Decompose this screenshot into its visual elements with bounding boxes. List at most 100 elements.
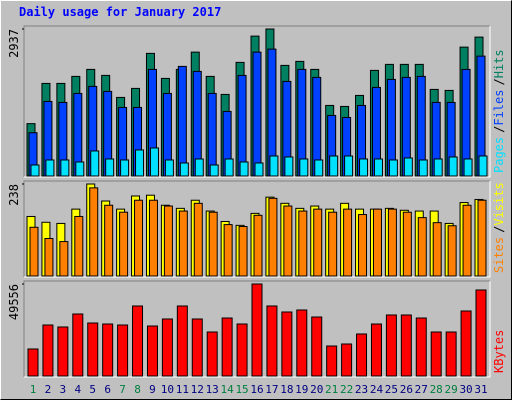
legend-entry: Files bbox=[492, 90, 506, 126]
bar bbox=[385, 314, 397, 377]
x-tick-label: 13 bbox=[206, 383, 219, 396]
bar bbox=[445, 331, 457, 377]
bar bbox=[134, 199, 144, 277]
bar bbox=[206, 331, 218, 377]
bar bbox=[45, 159, 55, 177]
bar bbox=[57, 326, 69, 377]
bar bbox=[236, 323, 248, 377]
bar bbox=[120, 159, 130, 177]
x-tick-label: 5 bbox=[89, 383, 96, 396]
panel-bevel bbox=[23, 180, 490, 277]
legend-separator: / bbox=[492, 126, 506, 133]
bar bbox=[268, 197, 278, 277]
x-tick-label: 8 bbox=[134, 383, 141, 396]
bar bbox=[415, 317, 427, 377]
x-tick-label: 31 bbox=[474, 383, 487, 396]
legend-separator: / bbox=[492, 226, 506, 233]
bar bbox=[74, 215, 84, 277]
bar bbox=[344, 155, 354, 177]
legend-entry: Visits bbox=[492, 182, 506, 225]
bar bbox=[402, 211, 412, 277]
x-tick-label: 20 bbox=[310, 383, 323, 396]
x-tick-label: 23 bbox=[355, 383, 368, 396]
legend-entry: Pages bbox=[492, 137, 506, 173]
bar bbox=[403, 157, 413, 177]
x-tick-label: 3 bbox=[60, 383, 67, 396]
x-tick-label: 16 bbox=[250, 383, 263, 396]
bar bbox=[356, 333, 368, 377]
bar bbox=[341, 343, 353, 377]
bar bbox=[87, 322, 99, 377]
bar bbox=[281, 311, 293, 377]
bar bbox=[478, 155, 488, 177]
bar bbox=[373, 158, 383, 177]
bar bbox=[209, 164, 219, 177]
bar bbox=[433, 158, 443, 177]
x-tick-label: 22 bbox=[340, 383, 353, 396]
bar bbox=[44, 238, 54, 277]
bar bbox=[475, 289, 487, 377]
bar bbox=[448, 156, 458, 177]
x-tick-label: 9 bbox=[149, 383, 156, 396]
x-tick-label: 4 bbox=[74, 383, 81, 396]
x-tick-label: 27 bbox=[415, 383, 428, 396]
bar bbox=[208, 211, 218, 277]
bar bbox=[253, 214, 263, 277]
bar bbox=[477, 199, 487, 277]
bar bbox=[400, 314, 412, 377]
bar bbox=[148, 199, 158, 277]
bar bbox=[238, 226, 248, 277]
bar bbox=[117, 324, 129, 377]
bar bbox=[254, 162, 264, 177]
bar bbox=[328, 211, 338, 277]
bar bbox=[90, 150, 100, 177]
panel-bevel bbox=[24, 26, 491, 178]
bar bbox=[42, 324, 54, 377]
bar bbox=[326, 345, 338, 377]
bar bbox=[135, 149, 145, 177]
x-tick-label: 15 bbox=[235, 383, 248, 396]
chart-title: Daily usage for January 2017 bbox=[19, 5, 221, 19]
x-tick-label: 10 bbox=[161, 383, 174, 396]
bar bbox=[27, 348, 39, 377]
bar bbox=[463, 158, 473, 177]
legend-separator: / bbox=[492, 78, 506, 85]
bar bbox=[194, 158, 204, 177]
bar bbox=[179, 162, 189, 177]
x-tick-label: 21 bbox=[325, 383, 338, 396]
bar bbox=[460, 310, 472, 377]
x-tick-label: 18 bbox=[280, 383, 293, 396]
bar bbox=[146, 325, 158, 377]
x-tick-label: 26 bbox=[400, 383, 413, 396]
y-tick-label: 49556 bbox=[7, 284, 21, 320]
panel-bevel bbox=[23, 25, 490, 177]
bar bbox=[299, 158, 309, 177]
bar bbox=[447, 225, 457, 277]
bar bbox=[59, 241, 69, 277]
bar bbox=[372, 208, 382, 277]
bar bbox=[164, 159, 174, 177]
legend-entry: Sites bbox=[492, 237, 506, 273]
bar bbox=[359, 158, 369, 177]
x-tick-label: 30 bbox=[459, 383, 472, 396]
x-tick-label: 17 bbox=[265, 383, 278, 396]
x-tick-label: 6 bbox=[104, 383, 111, 396]
legend: Sites /Visits bbox=[492, 182, 506, 273]
bar bbox=[178, 210, 188, 277]
bar bbox=[60, 159, 70, 177]
panel-bevel bbox=[24, 281, 491, 378]
bar bbox=[432, 222, 442, 277]
bar bbox=[163, 205, 173, 277]
bar bbox=[223, 224, 233, 277]
bar bbox=[29, 226, 39, 277]
legend: KBytes bbox=[492, 330, 506, 373]
bar bbox=[30, 164, 40, 177]
bar bbox=[388, 159, 398, 177]
bar bbox=[311, 316, 323, 377]
bar bbox=[75, 161, 85, 177]
bar bbox=[132, 305, 144, 377]
x-tick-label: 7 bbox=[119, 383, 126, 396]
bar bbox=[102, 323, 114, 377]
bar bbox=[370, 323, 382, 377]
